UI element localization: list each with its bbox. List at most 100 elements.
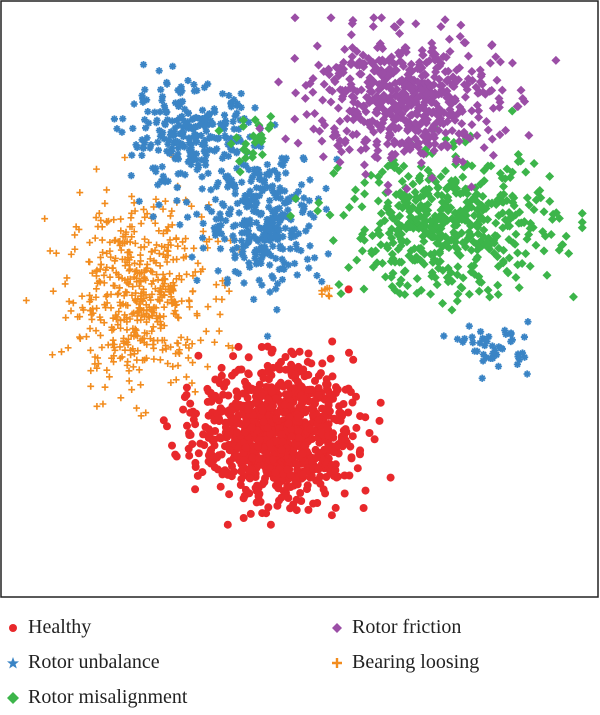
healthy-point <box>287 432 296 441</box>
healthy-point <box>276 378 285 387</box>
rotor-unbalance-point <box>268 272 276 280</box>
rotor-friction-point <box>467 106 477 116</box>
rotor-unbalance-point <box>271 227 279 236</box>
healthy-point <box>296 489 305 497</box>
bearing-loosing-point <box>168 207 176 215</box>
rotor-misalignment-point <box>447 305 457 315</box>
bearing-loosing-point <box>87 296 95 303</box>
rotor-misalignment-point <box>325 210 335 220</box>
healthy-point <box>267 387 276 396</box>
rotor-misalignment-point <box>344 262 354 272</box>
rotor-misalignment-point <box>561 231 571 241</box>
rotor-friction-point <box>491 52 501 62</box>
bearing-loosing-point <box>93 402 101 410</box>
bearing-loosing-point <box>108 323 116 331</box>
rotor-friction-point <box>384 124 394 134</box>
rotor-unbalance-point <box>520 333 529 341</box>
healthy-point <box>263 367 272 376</box>
bearing-loosing-point <box>164 223 172 231</box>
bearing-loosing-point <box>106 273 114 281</box>
rotor-unbalance-point <box>523 370 531 378</box>
rotor-friction-point <box>372 91 382 101</box>
rotor-unbalance-point <box>113 125 121 133</box>
bearing-loosing-point <box>117 324 124 332</box>
rotor-unbalance-point <box>479 357 487 365</box>
healthy-point <box>294 433 303 442</box>
rotor-misalignment-point <box>386 272 396 282</box>
rotor-friction-point <box>379 114 389 124</box>
healthy-point <box>325 397 333 406</box>
bearing-loosing-point <box>99 248 107 256</box>
rotor-misalignment-point <box>451 188 461 198</box>
healthy-point <box>347 454 356 463</box>
bearing-loosing-point <box>185 296 193 304</box>
healthy-point <box>266 439 274 448</box>
rotor-unbalance-point <box>231 112 239 120</box>
rotor-friction-point <box>347 52 357 62</box>
rotor-misalignment-point <box>356 234 366 244</box>
rotor-unbalance-point <box>195 115 203 123</box>
bearing-loosing-point <box>94 279 101 287</box>
bearing-loosing-point <box>107 304 115 312</box>
bearing-loosing-point <box>123 326 131 334</box>
healthy-point <box>352 392 360 401</box>
rotor-misalignment-point <box>450 176 460 186</box>
rotor-unbalance-point <box>267 233 275 241</box>
rotor-friction-point <box>395 29 405 39</box>
rotor-unbalance-point <box>183 198 191 206</box>
bearing-loosing-point <box>144 312 152 320</box>
rotor-unbalance-point <box>171 99 180 107</box>
rotor-unbalance-point <box>198 173 206 181</box>
bearing-loosing-point <box>93 304 101 312</box>
bearing-loosing-point <box>134 332 141 340</box>
healthy-point <box>266 520 275 529</box>
rotor-misalignment-point <box>508 238 518 248</box>
healthy-point <box>224 431 233 440</box>
rotor-friction-point <box>397 88 407 98</box>
rotor-unbalance-point <box>174 86 182 94</box>
bearing-loosing-point <box>325 292 333 300</box>
rotor-friction-point <box>513 102 523 112</box>
rotor-unbalance-point <box>263 250 271 258</box>
bearing-loosing-point <box>167 343 175 351</box>
rotor-unbalance-point <box>465 322 473 330</box>
rotor-friction-point <box>371 108 381 118</box>
rotor-friction-point <box>318 152 328 162</box>
rotor-friction-point <box>376 122 386 132</box>
bearing-loosing-point <box>138 269 145 276</box>
rotor-friction-point <box>344 145 354 155</box>
rotor-unbalance-point <box>194 161 202 169</box>
rotor-misalignment-point <box>554 213 564 223</box>
rotor-misalignment-point <box>344 202 354 212</box>
rotor-misalignment-point <box>382 203 392 213</box>
rotor-friction-point <box>443 66 453 76</box>
rotor-unbalance-point <box>130 100 138 108</box>
healthy-point <box>325 407 334 416</box>
rotor-unbalance-point <box>257 259 265 267</box>
rotor-unbalance-point <box>221 117 230 125</box>
bearing-loosing-point <box>41 215 49 223</box>
healthy-point <box>216 404 225 413</box>
rotor-unbalance-point <box>201 141 209 149</box>
rotor-friction-point <box>302 110 312 120</box>
bearing-loosing-point <box>141 235 149 243</box>
healthy-point <box>259 418 268 426</box>
rotor-misalignment-point <box>419 259 429 269</box>
rotor-unbalance-point <box>173 197 181 205</box>
rotor-unbalance-point <box>300 205 308 213</box>
bearing-loosing-point <box>146 335 154 343</box>
healthy-point <box>239 456 248 465</box>
rotor-friction-point <box>518 94 528 104</box>
healthy-point <box>293 377 302 386</box>
rotor-unbalance-point <box>313 272 321 280</box>
rotor-misalignment-point <box>507 106 517 116</box>
rotor-unbalance-point <box>245 202 254 210</box>
rotor-unbalance-point <box>494 362 503 370</box>
rotor-unbalance-point <box>469 339 477 347</box>
healthy-point <box>323 424 332 433</box>
rotor-friction-point <box>429 146 439 156</box>
healthy-point <box>365 429 374 437</box>
bearing-loosing-point <box>139 356 147 364</box>
bearing-loosing-point <box>152 304 160 312</box>
rotor-unbalance-point <box>216 210 224 218</box>
